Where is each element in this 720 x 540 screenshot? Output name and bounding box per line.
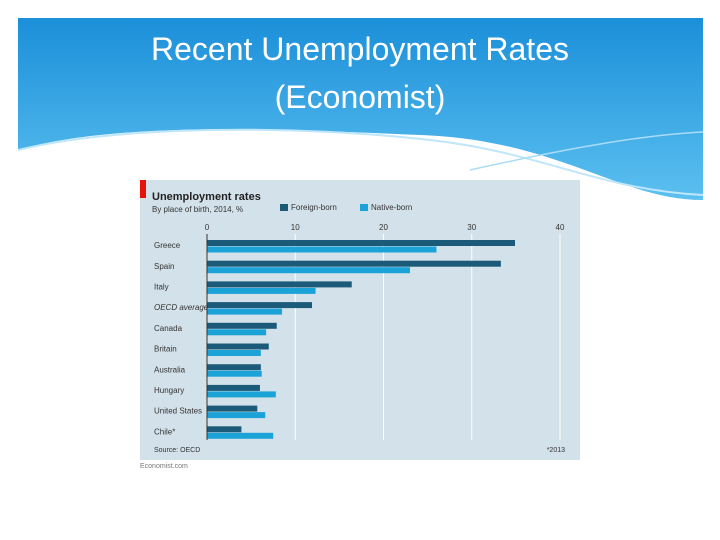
header-band bbox=[18, 18, 703, 200]
legend-label: Foreign-born bbox=[291, 203, 337, 212]
legend-label: Native-born bbox=[371, 203, 412, 212]
red-tag bbox=[140, 180, 146, 198]
bar bbox=[207, 281, 352, 288]
category-label: Chile* bbox=[154, 427, 175, 436]
bar bbox=[207, 426, 242, 433]
bar bbox=[207, 287, 316, 294]
x-tick-label: 20 bbox=[379, 223, 388, 232]
bar bbox=[207, 384, 260, 391]
bar bbox=[207, 267, 410, 274]
credit: Economist.com bbox=[140, 463, 188, 470]
footnote: *2013 bbox=[547, 447, 565, 454]
bar bbox=[207, 302, 313, 309]
bar bbox=[207, 308, 283, 315]
legend-swatch bbox=[280, 204, 288, 211]
bar bbox=[207, 240, 515, 246]
category-label: Italy bbox=[154, 283, 169, 292]
bar bbox=[207, 322, 277, 329]
x-tick-label: 10 bbox=[291, 223, 300, 232]
category-label: Hungary bbox=[154, 386, 184, 395]
chart-panel bbox=[140, 180, 580, 460]
category-label: Britain bbox=[154, 345, 177, 354]
x-tick-label: 0 bbox=[205, 223, 210, 232]
header-wave bbox=[17, 128, 704, 196]
category-label: Spain bbox=[154, 262, 174, 271]
bar bbox=[207, 329, 267, 336]
category-label: OECD average bbox=[154, 303, 209, 312]
bar bbox=[207, 246, 437, 253]
chart: Unemployment rates By place of birth, 201… bbox=[140, 180, 580, 470]
bar bbox=[207, 260, 501, 267]
slide-title: Recent Unemployment Rates (Economist) bbox=[151, 31, 569, 115]
bar bbox=[207, 391, 276, 398]
x-tick-label: 40 bbox=[556, 223, 565, 232]
bar bbox=[207, 343, 269, 350]
chart-subtitle: By place of birth, 2014, % bbox=[152, 205, 243, 214]
bar bbox=[207, 350, 261, 356]
category-label: Greece bbox=[154, 241, 181, 250]
category-label: United States bbox=[154, 407, 202, 416]
x-tick-label: 30 bbox=[467, 223, 476, 232]
chart-title: Unemployment rates bbox=[152, 191, 261, 203]
source: Source: OECD bbox=[154, 447, 200, 454]
bar bbox=[207, 370, 262, 377]
header-wave bbox=[469, 131, 704, 171]
bar bbox=[207, 364, 261, 371]
bar bbox=[207, 432, 274, 439]
category-label: Australia bbox=[154, 365, 186, 374]
bar bbox=[207, 412, 266, 419]
bar bbox=[207, 405, 258, 412]
category-label: Canada bbox=[154, 324, 183, 333]
legend-swatch bbox=[360, 204, 368, 211]
